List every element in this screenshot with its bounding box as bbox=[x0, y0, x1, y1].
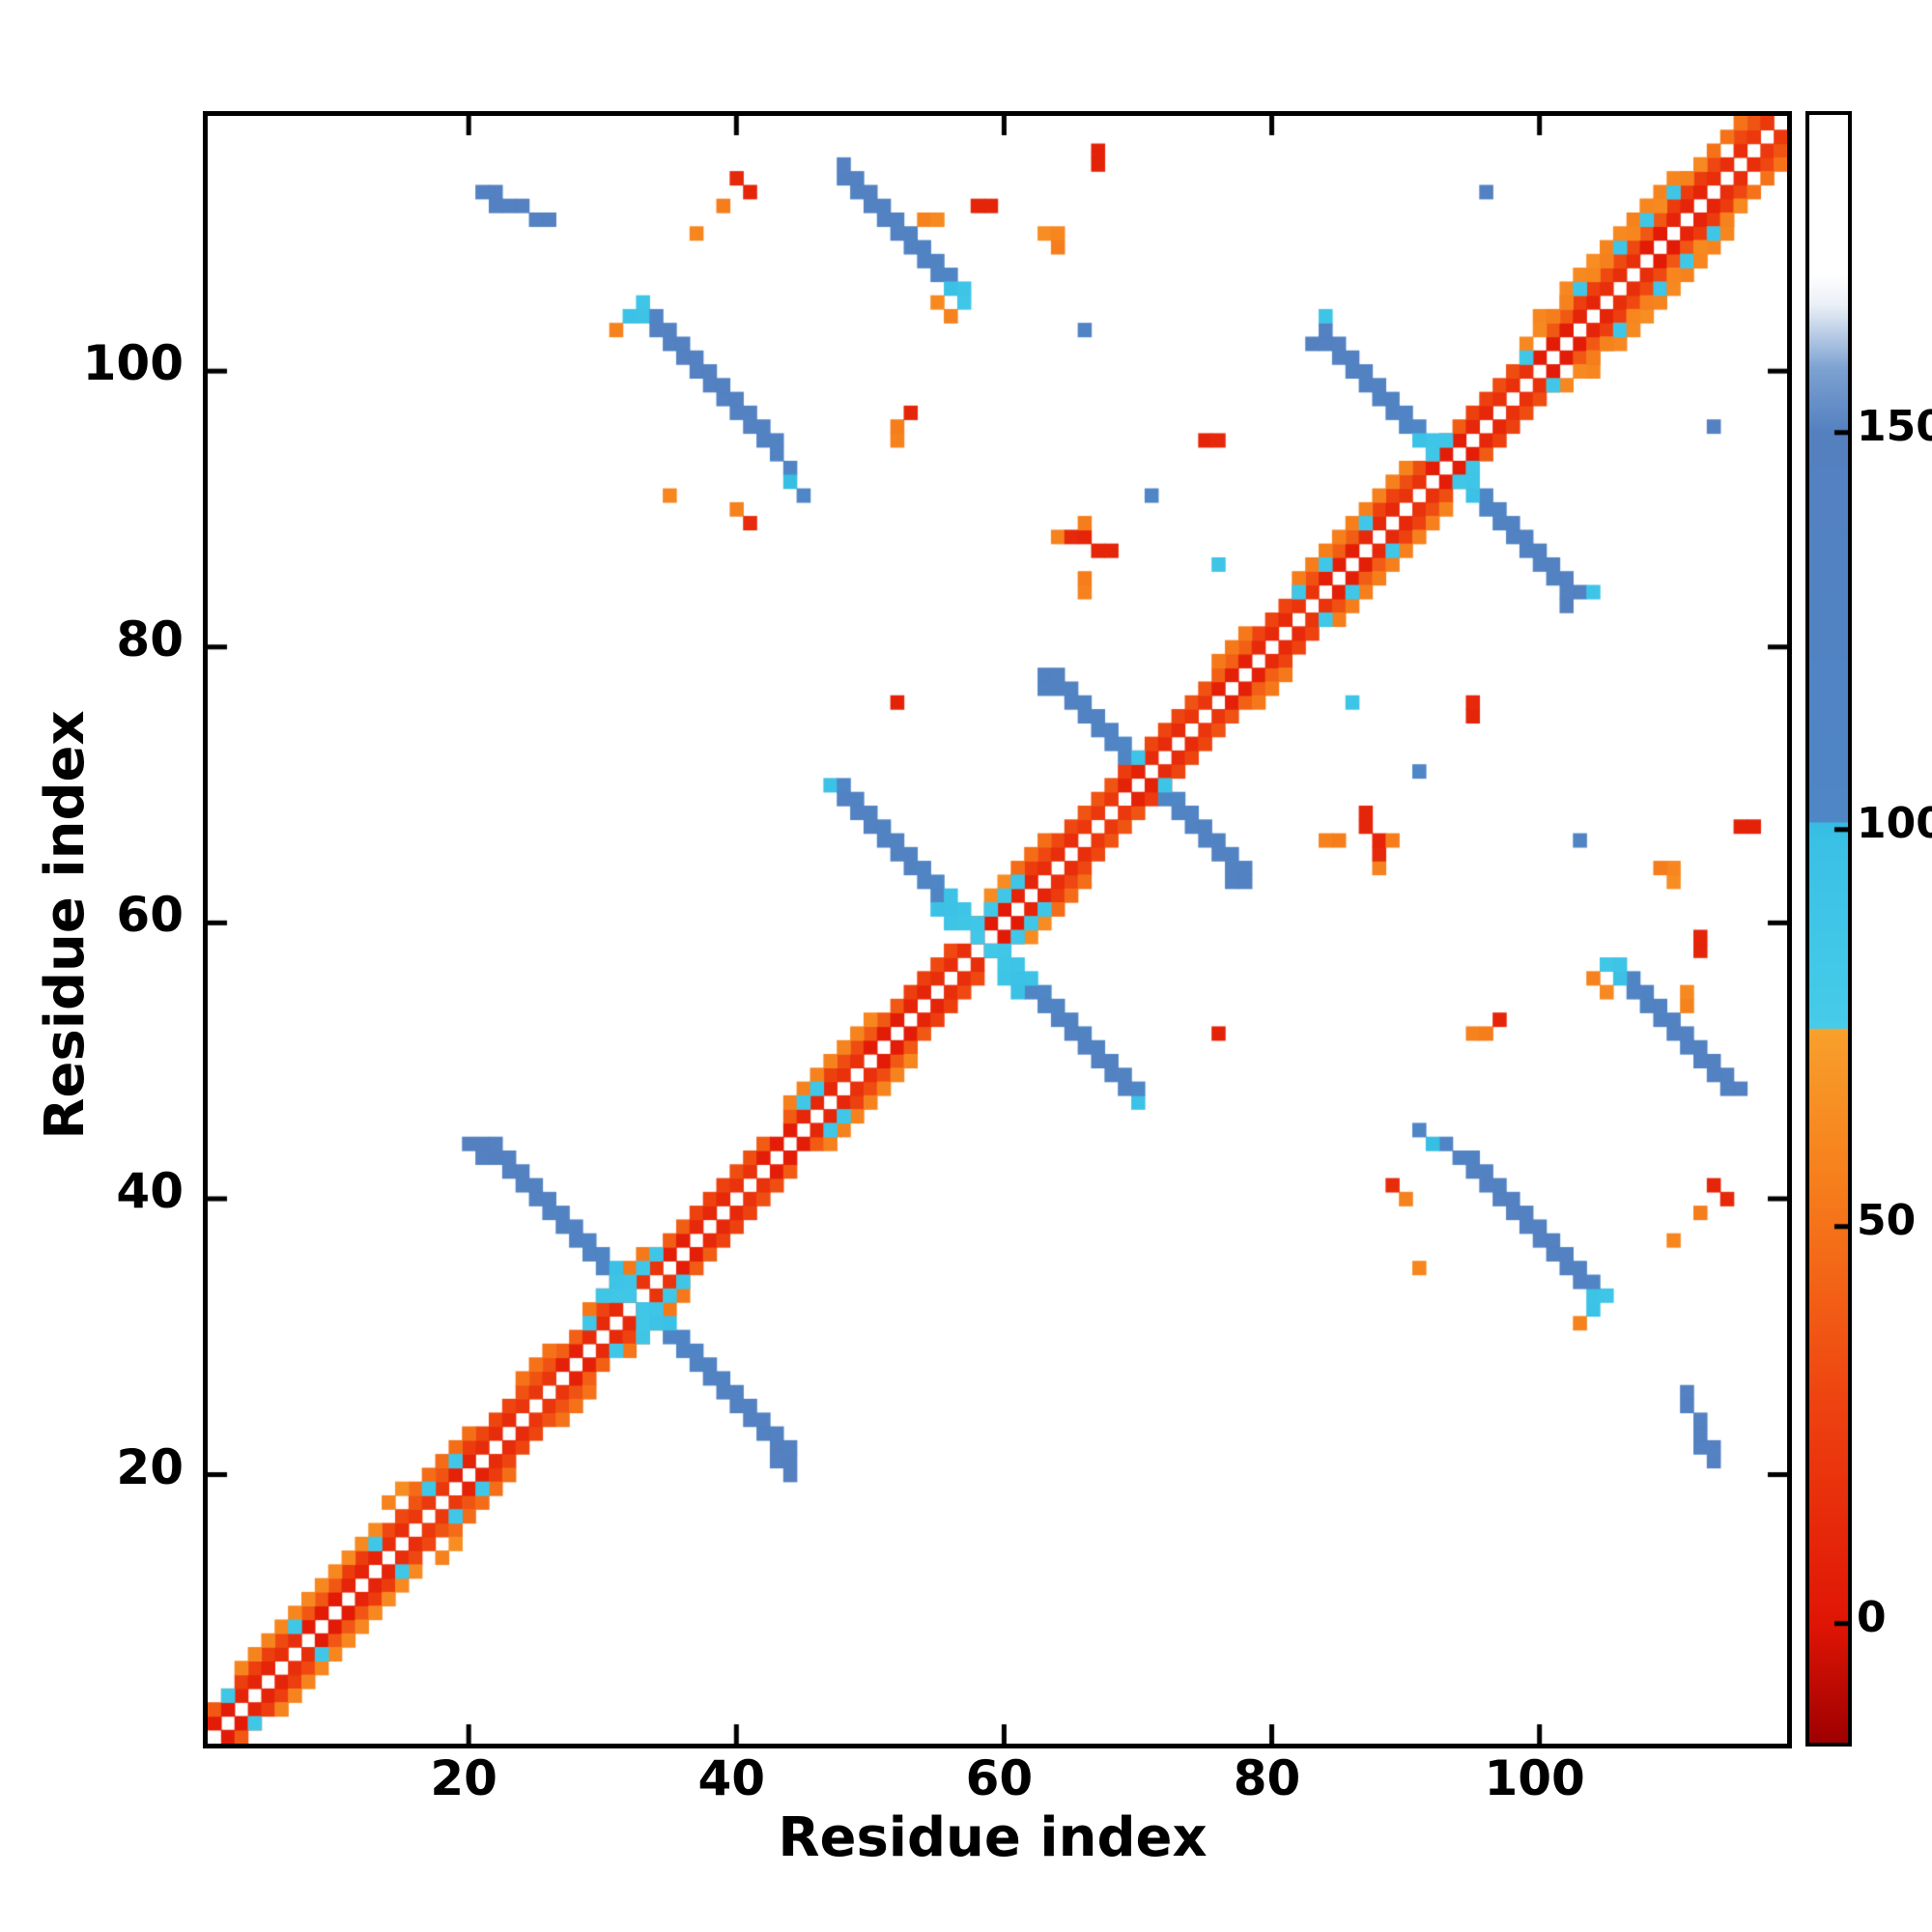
colorbar-canvas bbox=[1809, 115, 1848, 1743]
x-tick-label: 40 bbox=[697, 1750, 766, 1806]
x-tick-label: 100 bbox=[1484, 1750, 1585, 1806]
y-tick-label: 80 bbox=[116, 611, 184, 668]
colorbar-tick-label: 50 bbox=[1857, 1195, 1917, 1245]
x-tick-label: 60 bbox=[965, 1750, 1034, 1806]
y-tick-label: 60 bbox=[116, 887, 184, 944]
x-axis-label: Residue index bbox=[778, 1806, 1208, 1869]
y-tick-label: 20 bbox=[116, 1438, 184, 1495]
x-tick-label: 80 bbox=[1233, 1750, 1301, 1806]
colorbar-tick-label: 100 bbox=[1857, 798, 1932, 848]
x-tick-label: 20 bbox=[430, 1750, 497, 1806]
colorbar-tick-label: 0 bbox=[1857, 1592, 1887, 1642]
plot-area bbox=[203, 111, 1792, 1748]
y-tick-label: 100 bbox=[82, 335, 184, 392]
colorbar bbox=[1805, 111, 1852, 1747]
contact-map-canvas bbox=[208, 116, 1787, 1744]
colorbar-tick-label: 150 bbox=[1857, 401, 1932, 451]
y-tick-label: 40 bbox=[116, 1162, 184, 1219]
